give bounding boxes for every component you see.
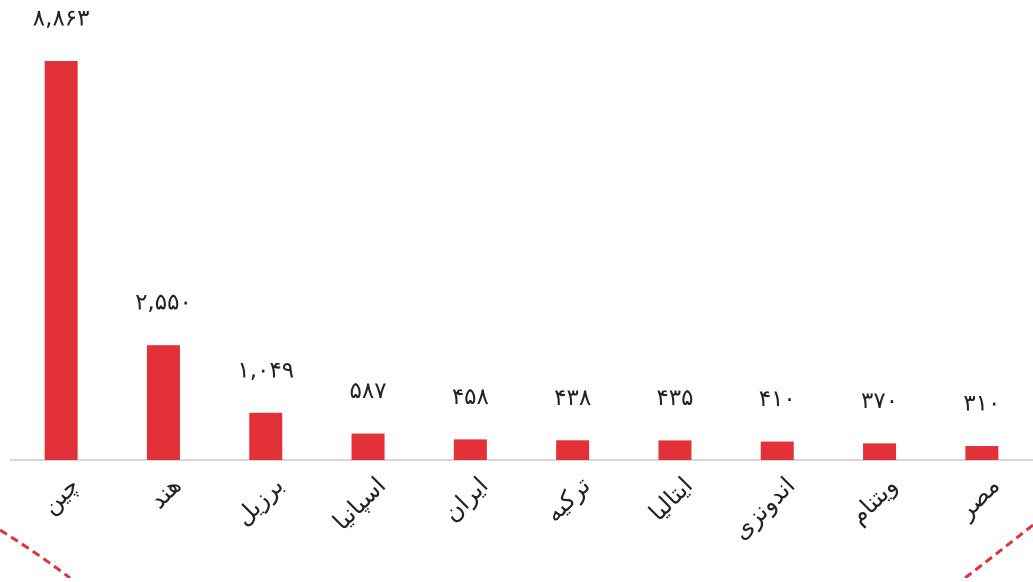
x-tick-label: اسپانیا (327, 471, 391, 535)
bar (863, 443, 897, 460)
data-label: ۲,۵۵۰ (135, 290, 192, 316)
data-label: ۴۱۰ (759, 386, 796, 412)
data-label: ۴۳۵ (656, 385, 693, 411)
bar (249, 412, 283, 460)
x-tick-label: مصر (951, 471, 1005, 525)
x-tick-label: ترکیه (540, 471, 596, 527)
bar (146, 345, 180, 460)
data-label: ۴۵۸ (452, 384, 489, 410)
x-tick-label: اندونزی (727, 471, 801, 545)
bar (44, 61, 78, 460)
x-tick-label: ویتنام (844, 471, 903, 530)
x-tick-label: برزیل (229, 471, 289, 531)
bar (453, 439, 487, 460)
x-tick-label: ایران (438, 471, 494, 527)
data-label: ۵۸۷ (350, 378, 387, 404)
bar (658, 440, 692, 460)
x-tick-label: ایتالیا (643, 471, 698, 526)
bar (965, 446, 999, 460)
data-label: ۱,۰۴۹ (237, 357, 294, 383)
bar (556, 440, 590, 460)
data-label: ۴۳۸ (554, 385, 591, 411)
data-label: ۸,۸۶۳ (33, 6, 90, 32)
decor-arc (964, 523, 1033, 580)
data-label: ۳۱۰ (963, 391, 1000, 417)
data-label: ۳۷۰ (861, 388, 898, 414)
x-tick-label: چین (36, 471, 84, 519)
decor-arc (0, 528, 71, 580)
x-tick-label: هند (144, 471, 187, 514)
bar (351, 433, 385, 460)
bar (760, 441, 794, 460)
